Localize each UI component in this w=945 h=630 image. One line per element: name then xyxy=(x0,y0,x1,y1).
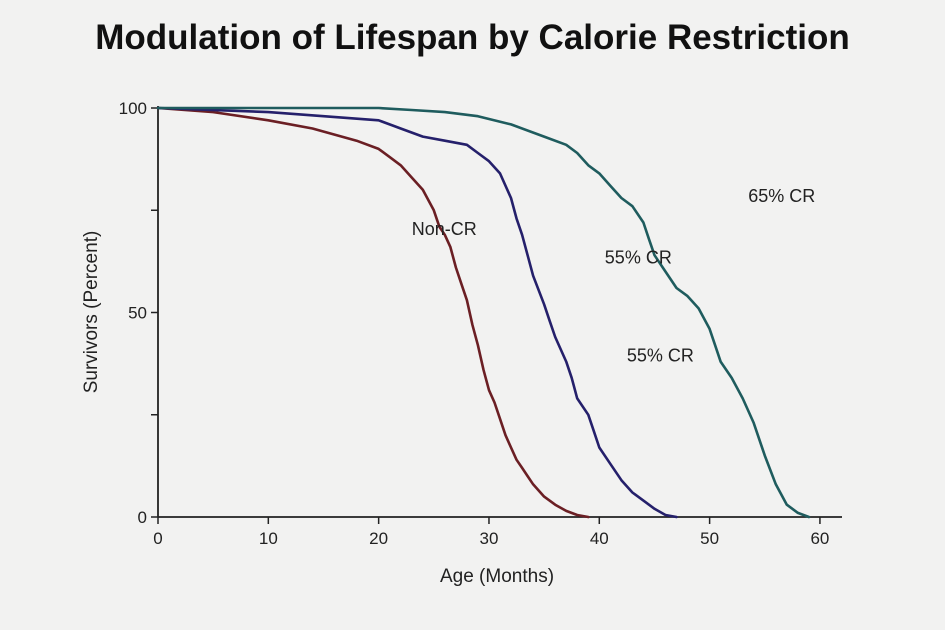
series-label: Non-CR xyxy=(412,219,477,239)
x-tick-label: 10 xyxy=(259,529,278,548)
series-label: 55% CR xyxy=(605,247,672,267)
y-tick-label: 100 xyxy=(119,99,147,118)
y-tick-label: 0 xyxy=(138,508,147,527)
series-line-2 xyxy=(156,106,811,519)
x-tick-label: 40 xyxy=(590,529,609,548)
y-tick-label: 50 xyxy=(128,304,147,323)
chart-title: Modulation of Lifespan by Calorie Restri… xyxy=(95,18,850,57)
x-tick-label: 0 xyxy=(153,529,162,548)
series-line-1 xyxy=(156,106,678,519)
series-line-0 xyxy=(156,106,590,519)
y-axis-title: Survivors (Percent) xyxy=(81,231,102,394)
x-tick-label: 50 xyxy=(700,529,719,548)
series-label: 65% CR xyxy=(748,186,815,206)
series-label: 55% CR xyxy=(627,346,694,366)
axes: 0 10 20 30 40 50 60 0 50 100 xyxy=(119,99,842,548)
series-layer xyxy=(156,106,811,519)
x-tick-label: 30 xyxy=(480,529,499,548)
labels-layer: Non-CR 55% CR 55% CR 65% CR xyxy=(412,186,816,366)
x-tick-label: 20 xyxy=(369,529,388,548)
x-axis-title: Age (Months) xyxy=(440,566,554,587)
x-tick-label: 60 xyxy=(810,529,829,548)
